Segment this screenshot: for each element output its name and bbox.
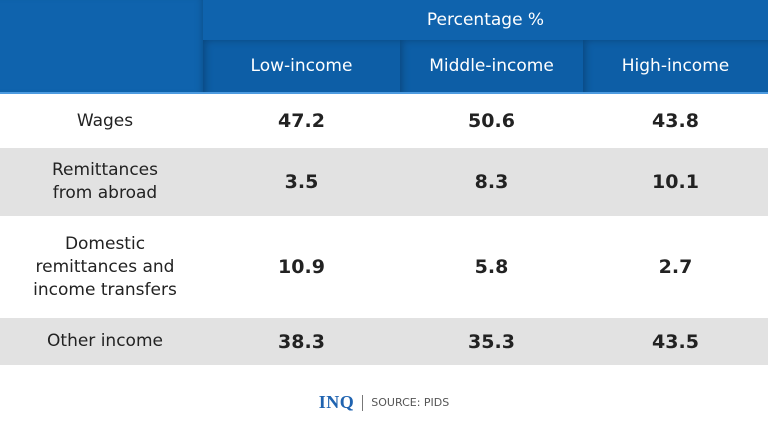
row-label: Wages [76, 110, 134, 131]
table-header: Percentage % Low-income Middle-income Hi… [0, 0, 768, 93]
cell-value: 38.3 [278, 330, 325, 353]
row-label: Remittances from abroad [52, 160, 158, 203]
inq-logo: INQ [318, 392, 355, 412]
cell-value: 47.2 [278, 110, 325, 132]
header-divider [0, 92, 768, 94]
row-label: Domestic remittances and income transfer… [33, 233, 177, 300]
cell-value: 2.7 [658, 256, 693, 278]
column-header-middle-income: Middle-income [400, 40, 583, 92]
cell-value: 8.3 [474, 171, 509, 193]
cell-value: 10.1 [652, 171, 699, 193]
footer-separator [362, 394, 364, 411]
column-header-high-income: High-income [583, 40, 768, 92]
column-header-low-income: Low-income [203, 40, 400, 92]
row-label: Other income [47, 331, 163, 351]
cell-value: 43.8 [652, 110, 699, 132]
table-row-wages: Wages 47.2 50.6 43.8 [0, 94, 768, 148]
cell-value: 43.5 [652, 330, 699, 353]
cell-value: 35.3 [468, 330, 515, 353]
table-row-remittances-abroad: Remittances from abroad 3.5 8.3 10.1 [0, 148, 768, 216]
cell-value: 5.8 [474, 256, 509, 278]
source-label: SOURCE: PIDS [371, 396, 450, 409]
cell-value: 10.9 [278, 256, 325, 278]
table-row-domestic-remittances: Domestic remittances and income transfer… [0, 216, 768, 318]
cell-value: 50.6 [468, 110, 515, 132]
table-row-other-income: Other income 38.3 35.3 43.5 [0, 318, 768, 365]
header-corner [0, 0, 203, 92]
footer: INQ SOURCE: PIDS [0, 392, 768, 413]
cell-value: 3.5 [284, 171, 319, 193]
header-group-label: Percentage % [426, 10, 545, 30]
